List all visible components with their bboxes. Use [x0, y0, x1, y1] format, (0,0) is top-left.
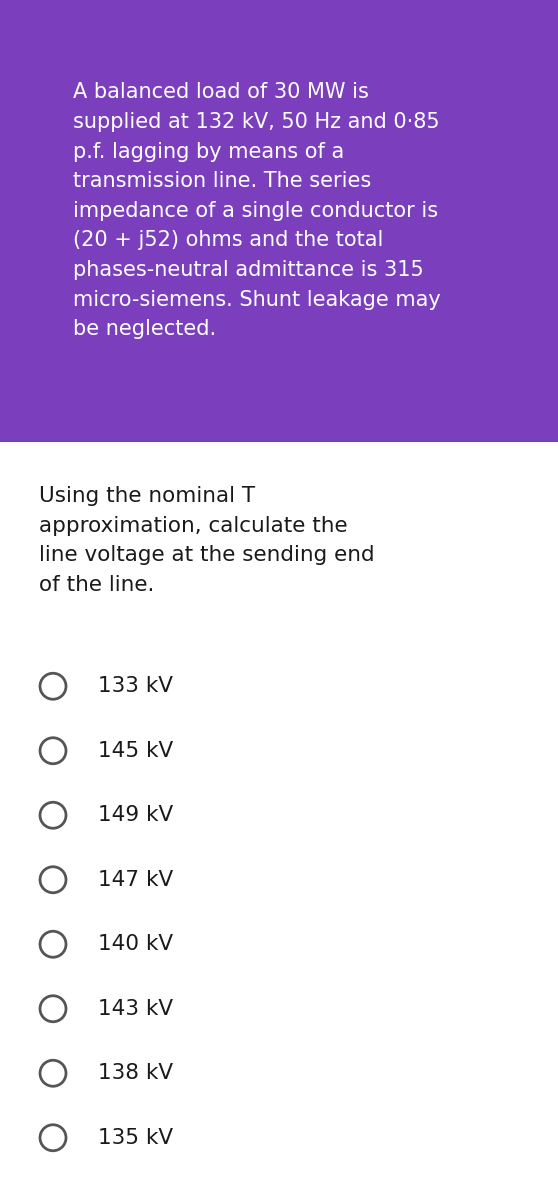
Circle shape [40, 931, 66, 958]
Circle shape [40, 738, 66, 763]
Circle shape [40, 673, 66, 700]
Text: 145 kV: 145 kV [98, 740, 173, 761]
Text: 135 kV: 135 kV [98, 1128, 173, 1147]
Text: 149 kV: 149 kV [98, 805, 173, 826]
Circle shape [40, 866, 66, 893]
Text: 143 kV: 143 kV [98, 998, 173, 1019]
Circle shape [40, 1061, 66, 1086]
Text: A balanced load of 30 MW is
supplied at 132 kV, 50 Hz and 0·85
p.f. lagging by m: A balanced load of 30 MW is supplied at … [73, 83, 440, 340]
Text: 140 kV: 140 kV [98, 935, 173, 954]
Bar [0, 0, 558, 442]
Text: Using the nominal T
approximation, calculate the
line voltage at the sending end: Using the nominal T approximation, calcu… [39, 486, 374, 595]
Text: 138 kV: 138 kV [98, 1063, 173, 1084]
Text: 147 kV: 147 kV [98, 870, 173, 889]
Circle shape [40, 1124, 66, 1151]
Circle shape [40, 996, 66, 1021]
Circle shape [40, 803, 66, 828]
Text: 133 kV: 133 kV [98, 677, 172, 696]
